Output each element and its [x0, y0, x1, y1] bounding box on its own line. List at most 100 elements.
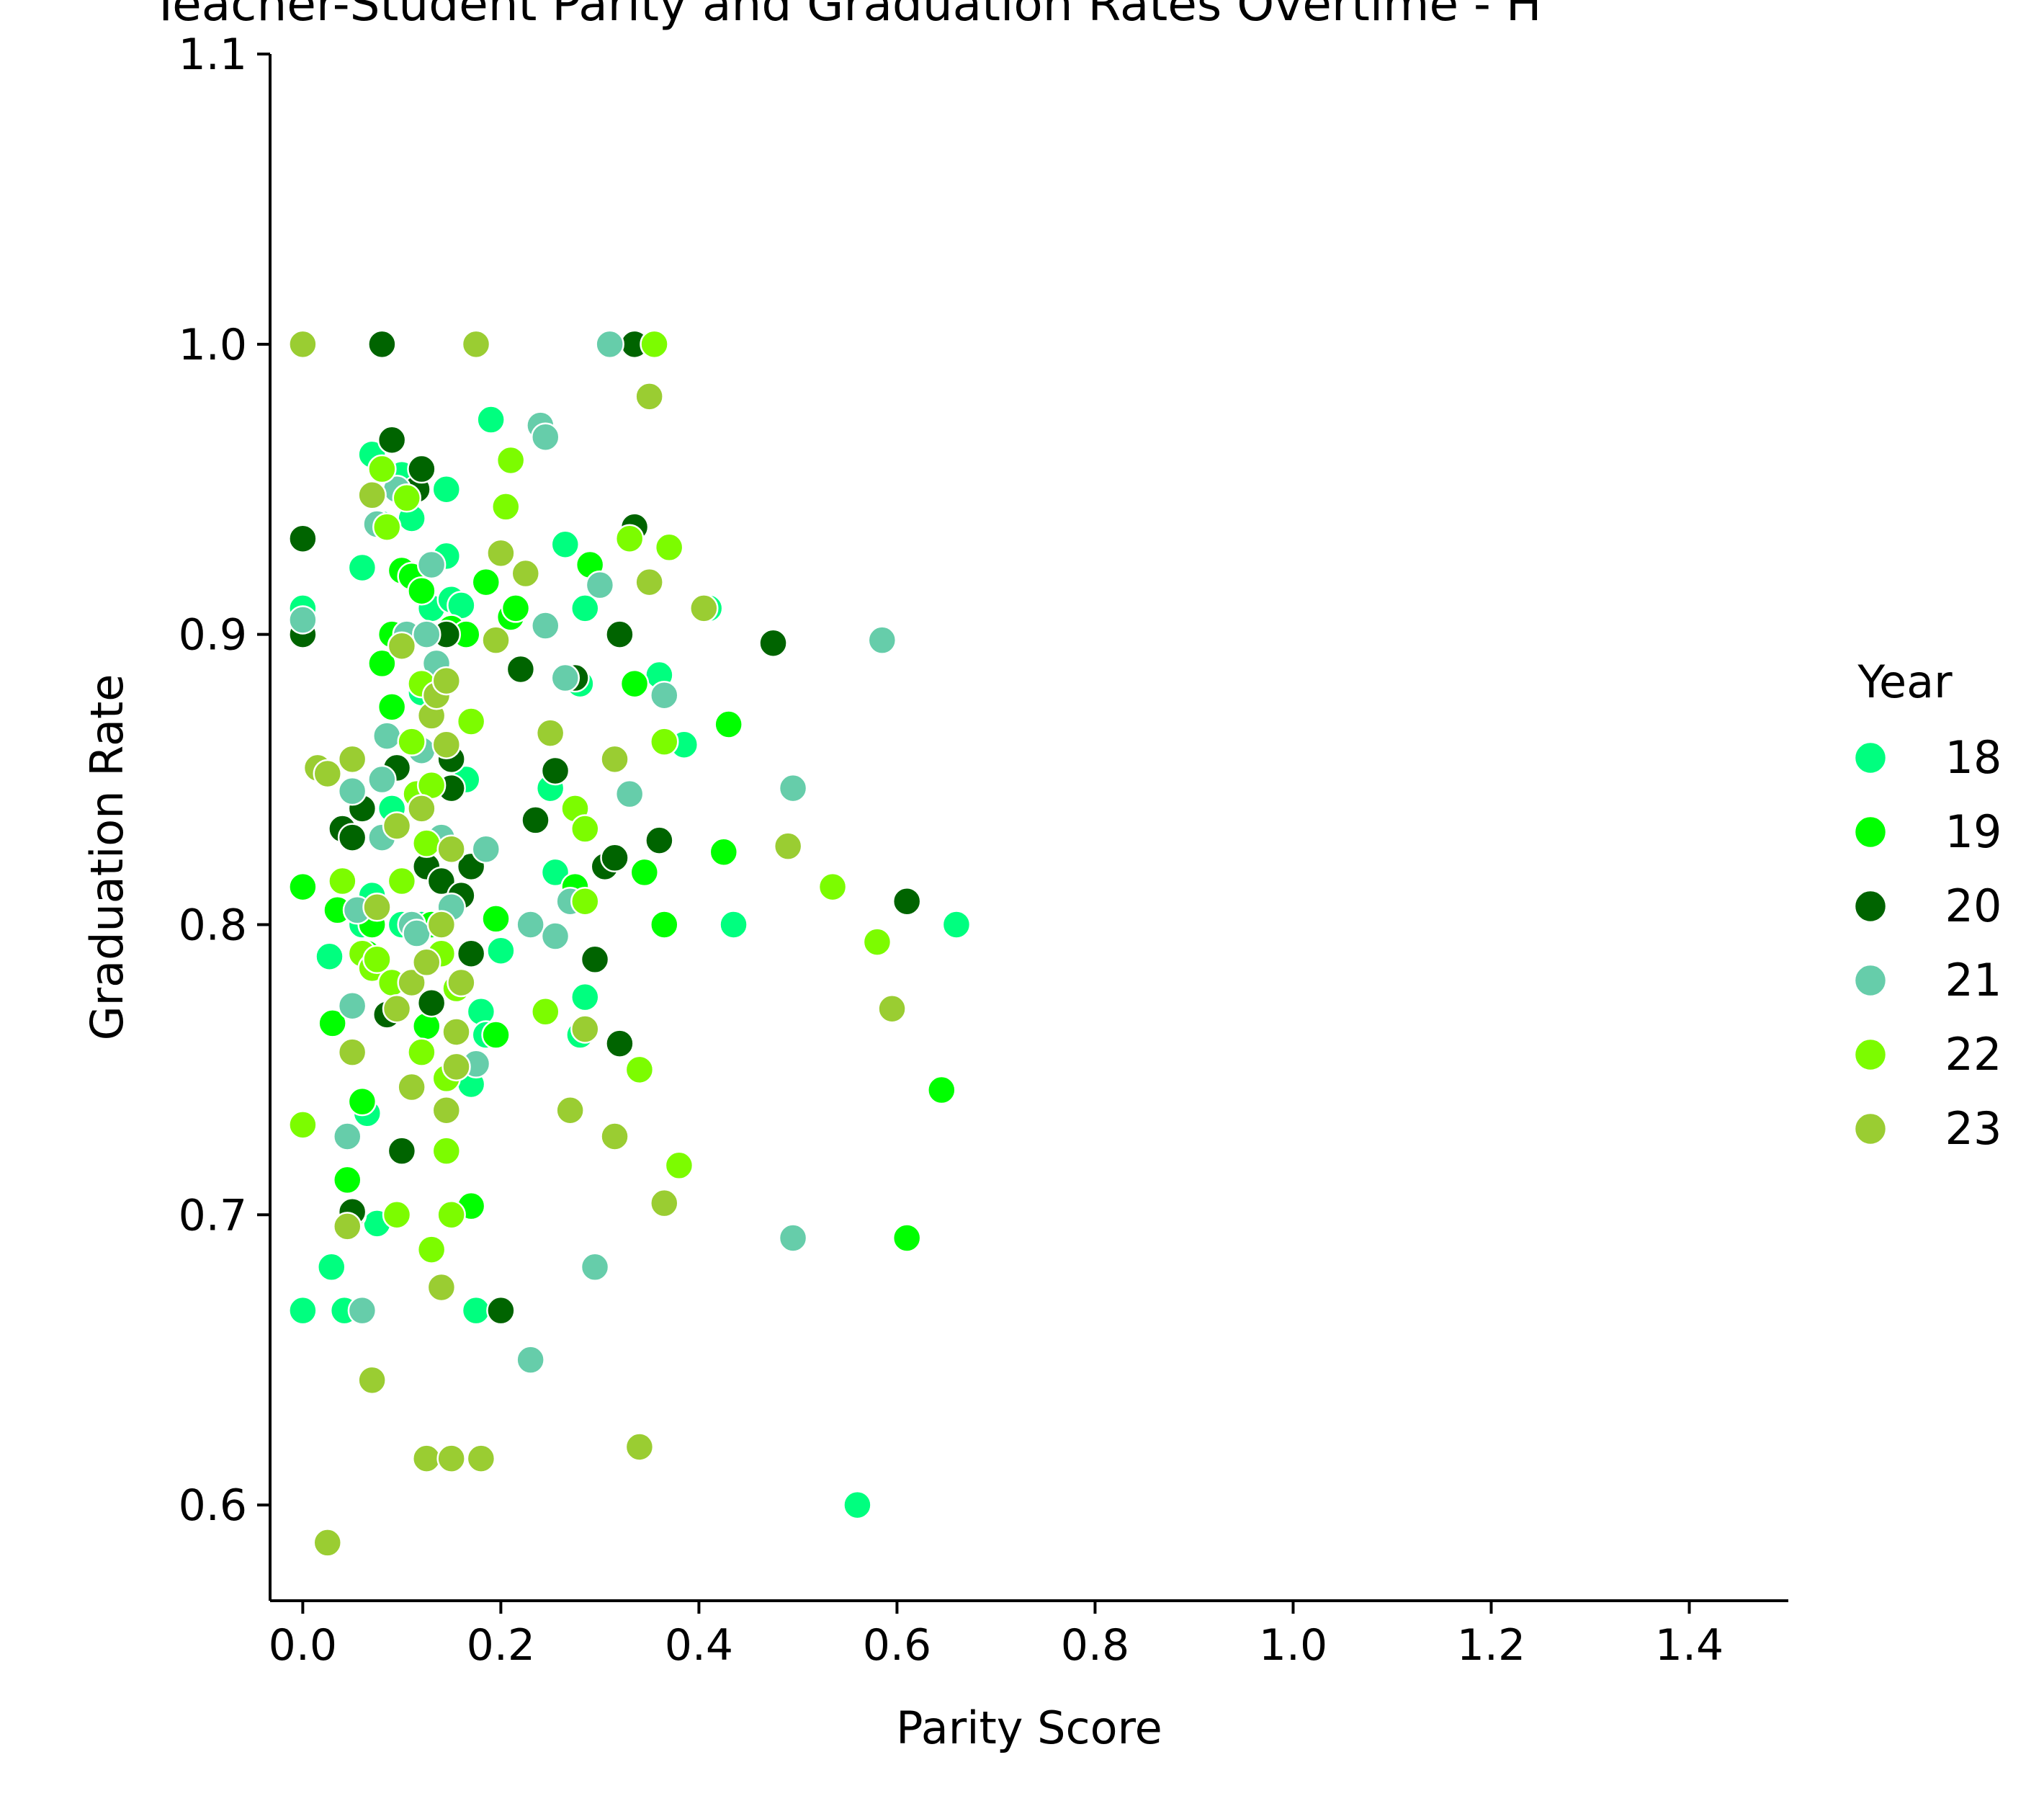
- data-point: [431, 1095, 462, 1125]
- data-point: [436, 1200, 466, 1230]
- data-point: [650, 727, 679, 756]
- data-point: [927, 1075, 956, 1105]
- data-point: [362, 893, 392, 922]
- legend-marker: [1853, 815, 1888, 849]
- data-point: [654, 532, 684, 563]
- data-point: [817, 872, 848, 902]
- data-point: [624, 1055, 655, 1085]
- data-point: [456, 939, 486, 968]
- data-point: [333, 1165, 362, 1195]
- data-point: [550, 663, 581, 693]
- data-point: [387, 866, 417, 896]
- data-point: [521, 805, 550, 835]
- data-point: [333, 1212, 362, 1241]
- data-point: [635, 382, 664, 411]
- y-tick-label: 0.9: [179, 610, 247, 661]
- data-point: [362, 944, 392, 975]
- data-point: [862, 927, 892, 957]
- data-point: [288, 329, 318, 359]
- data-point: [397, 967, 426, 998]
- data-point: [288, 1295, 318, 1326]
- data-point: [466, 1444, 496, 1473]
- data-point: [436, 834, 466, 864]
- x-tick-label: 1.2: [1457, 1620, 1525, 1671]
- x-tick-label: 0.8: [1061, 1620, 1129, 1671]
- data-point: [535, 718, 565, 748]
- data-point: [867, 625, 897, 655]
- data-point: [387, 631, 417, 661]
- data-point: [580, 1252, 610, 1282]
- y-tick-label: 1.1: [179, 30, 247, 80]
- data-point: [333, 1122, 362, 1151]
- data-point: [367, 648, 397, 679]
- legend-label: 21: [1945, 954, 2002, 1006]
- data-point: [892, 1223, 922, 1253]
- data-point: [337, 1037, 367, 1067]
- x-tick-label: 0.2: [467, 1620, 535, 1671]
- data-point: [540, 857, 570, 888]
- data-point: [412, 828, 441, 858]
- data-point: [441, 1017, 471, 1047]
- data-point: [367, 454, 397, 484]
- data-point: [387, 1136, 417, 1166]
- data-point: [337, 991, 367, 1021]
- data-point: [778, 773, 808, 803]
- data-point: [640, 329, 669, 359]
- data-point: [288, 872, 318, 902]
- data-point: [709, 837, 739, 867]
- data-point: [392, 483, 422, 513]
- data-point: [382, 994, 412, 1024]
- data-point: [773, 831, 803, 861]
- legend-marker: [1853, 963, 1888, 998]
- data-point: [426, 910, 457, 939]
- data-point: [486, 1295, 516, 1326]
- data-point: [412, 1444, 441, 1473]
- x-tick-label: 0.6: [863, 1620, 931, 1671]
- data-point: [570, 886, 600, 916]
- data-point: [778, 1223, 808, 1253]
- data-point: [719, 910, 748, 939]
- data-point: [416, 1235, 447, 1264]
- data-point: [441, 1052, 471, 1082]
- data-point: [585, 570, 615, 600]
- data-point: [758, 628, 788, 658]
- data-point: [600, 843, 629, 873]
- data-point: [416, 550, 447, 580]
- legend: Year 18 19 20 21 22 23: [1853, 656, 2002, 1155]
- data-point: [650, 680, 679, 710]
- data-point: [431, 730, 462, 759]
- data-point: [461, 329, 491, 359]
- data-point: [337, 823, 367, 852]
- data-point: [595, 329, 624, 359]
- data-point: [407, 1037, 436, 1067]
- legend-marker: [1853, 741, 1888, 775]
- data-point: [288, 524, 318, 553]
- data-point: [481, 625, 511, 655]
- data-point: [614, 779, 645, 809]
- data-point: [664, 1150, 694, 1181]
- data-point: [461, 1295, 491, 1326]
- data-point: [367, 764, 397, 795]
- data-point: [629, 857, 660, 888]
- data-point: [600, 744, 629, 774]
- data-point: [531, 611, 560, 640]
- data-point: [645, 826, 674, 855]
- data-point: [877, 994, 907, 1024]
- data-point: [614, 524, 645, 553]
- data-point: [407, 576, 436, 606]
- data-point: [892, 886, 922, 916]
- data-point: [555, 1095, 585, 1125]
- x-tick-label: 0.4: [665, 1620, 733, 1671]
- y-axis-label: Graduation Rate: [81, 674, 133, 1041]
- data-point: [337, 744, 367, 774]
- data-point: [491, 492, 521, 522]
- data-point: [605, 1029, 635, 1058]
- data-point: [843, 1490, 872, 1520]
- data-point: [605, 620, 635, 649]
- data-point: [426, 866, 457, 896]
- legend-marker: [1853, 889, 1888, 924]
- data-point: [570, 814, 600, 844]
- data-point: [347, 1086, 377, 1117]
- data-point: [600, 1122, 629, 1151]
